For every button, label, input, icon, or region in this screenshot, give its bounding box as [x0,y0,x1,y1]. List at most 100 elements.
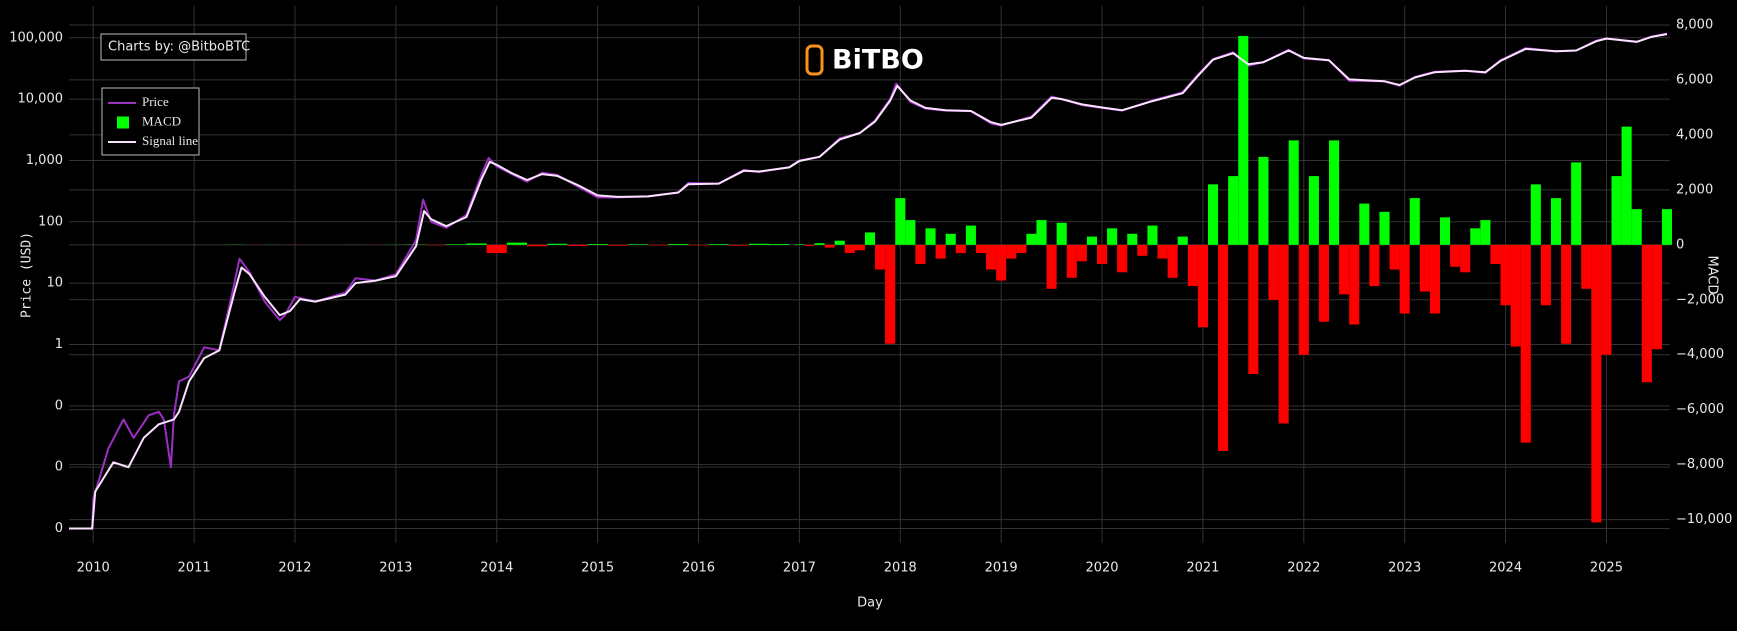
y2-axis-title: MACD [1705,256,1720,295]
macd-bar [975,244,987,254]
macd-bar [1228,176,1239,245]
macd-bar [1268,244,1279,300]
macd-bar [1056,222,1067,245]
y2-tick-label: −10,000 [1676,512,1732,527]
macd-bar [965,225,976,245]
macd-bar [794,244,805,245]
x-tick-label: 2022 [1287,561,1320,576]
macd-bar [1288,140,1299,245]
y2-tick-label: 6,000 [1676,72,1713,87]
x-tick-label: 2014 [480,561,513,576]
price-line [69,33,1668,530]
macd-bar [1439,217,1451,245]
macd-bar [1359,203,1370,245]
macd-bar [1419,244,1430,292]
x-tick-label: 2019 [985,561,1018,576]
y2-tick-label: −8,000 [1676,457,1724,472]
x-tick-label: 2010 [77,561,110,576]
macd-bar [1641,244,1652,383]
macd-bar [1480,220,1491,245]
y-tick-label: 0 [55,521,63,536]
macd-bar [1329,140,1340,245]
macd-bar [1278,244,1289,424]
macd-bar [1651,244,1662,350]
x-tick-label: 2025 [1590,561,1623,576]
macd-bar [1318,244,1330,322]
macd-bar [1066,244,1077,278]
y2-tick-label: −6,000 [1676,402,1724,417]
macd-bar [925,228,936,245]
macd-bar [688,244,709,246]
macd-bar [875,244,886,270]
logo-icon [805,44,824,76]
macd-bar [1046,244,1057,289]
macd-bar [567,244,588,246]
y-tick-label: 10 [46,276,63,291]
x-tick-label: 2018 [884,561,917,576]
macd-bar [814,243,825,245]
macd-bar [486,244,507,254]
macd-bar [1127,233,1138,245]
macd-bar [1147,225,1158,245]
macd-bar [834,240,845,245]
macd-bar [1238,35,1249,245]
macd-bar [1258,156,1269,245]
macd-bar [1096,244,1108,265]
macd-bar [708,244,729,245]
macd-bar [1026,233,1037,245]
macd-bar [1167,244,1178,278]
macd-bar [1520,244,1531,443]
macd-bar [748,243,770,245]
macd-bar [1530,184,1541,245]
macd-bar [915,244,926,265]
y2-tick-label: 8,000 [1676,17,1713,32]
legend: Price MACD Signal line [101,87,200,156]
macd-bar [986,244,997,270]
macd-bar [1248,244,1259,374]
macd-bar [1409,198,1420,245]
macd-bar [1601,244,1612,355]
y2-tick-label: −2,000 [1676,292,1724,307]
x-tick-label: 2024 [1489,561,1522,576]
macd-bar [1591,244,1602,523]
macd-bar [844,244,855,254]
watermark-box [100,33,247,61]
axes: 2010 2011 2012 2013 2014 2015 2016 2017 2018 2019… [9,17,1732,575]
macd-bar [804,244,815,246]
macd-bar [1076,244,1087,262]
macd-bar [1379,211,1390,245]
legend-swatch [117,116,129,129]
macd-bar [1086,236,1097,245]
macd-bar [1298,244,1309,355]
macd-bar [668,243,689,245]
macd-bar [1349,244,1360,325]
x-tick-label: 2023 [1388,561,1421,576]
macd-bar [1429,244,1440,314]
x-tick-label: 2011 [178,561,211,576]
macd-bar [1470,228,1481,245]
macd-bar [854,244,865,251]
macd-bar [1339,244,1350,295]
x-tick-label: 2020 [1085,561,1118,576]
macd-bar [1389,244,1400,270]
macd-bar [955,244,966,254]
macd-bar [1036,220,1047,245]
macd-bar [1006,244,1017,259]
macd-bar [1540,244,1551,306]
macd-bar [1450,244,1461,267]
macd-bar [627,244,649,245]
macd-bar [905,220,916,245]
macd-bar [1661,209,1673,245]
legend-label: Price [142,94,169,109]
macd-bar [885,244,896,344]
y2-tick-label: −4,000 [1676,347,1724,362]
x-tick-label: 2013 [379,561,412,576]
x-tick-label: 2012 [278,561,311,576]
macd-bar [1631,209,1642,245]
macd-bar [1197,244,1208,328]
y2-tick-label: 2,000 [1676,182,1713,197]
macd-bar [1107,228,1118,245]
macd-bar [1510,244,1521,347]
